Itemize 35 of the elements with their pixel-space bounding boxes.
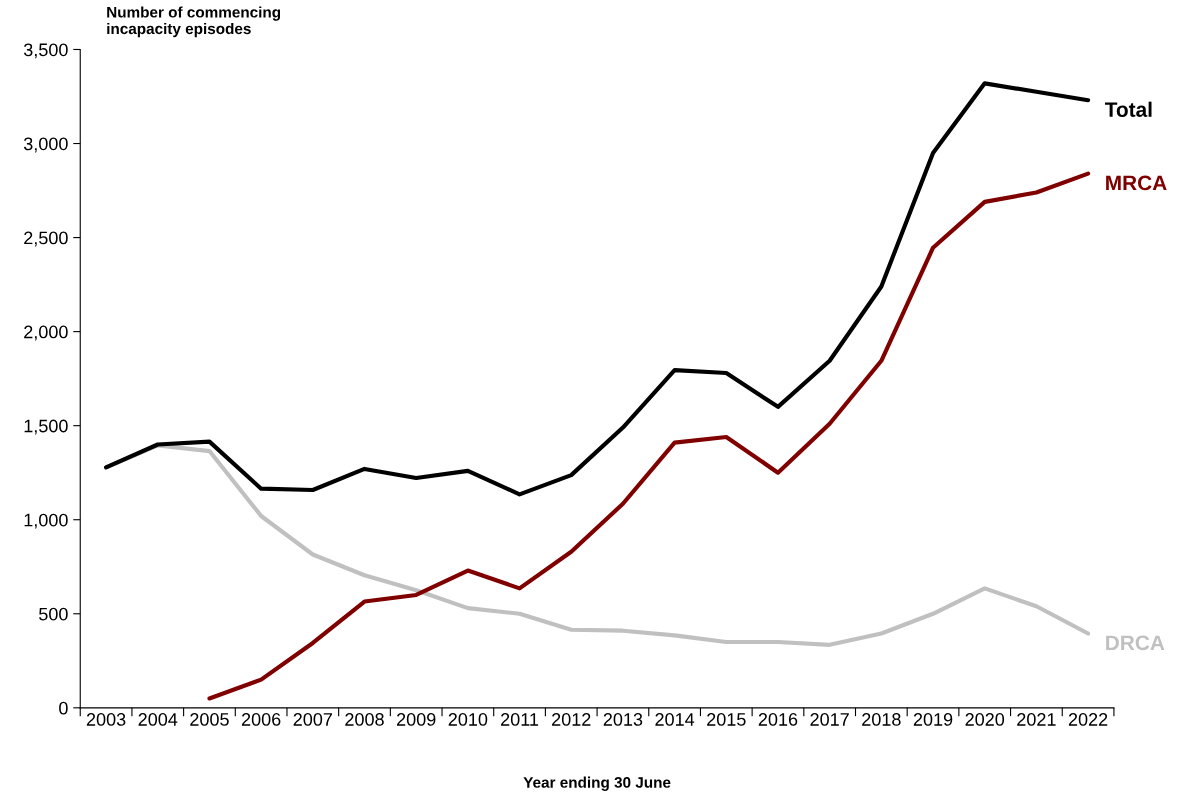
x-tick-label: 2016	[758, 713, 798, 726]
y-tick-label: 500	[39, 607, 68, 621]
y-tick-label: 0	[59, 701, 68, 715]
y-tick-label: 3,000	[23, 137, 68, 153]
line-series	[103, 81, 1091, 497]
x-tick-label: 2011	[501, 713, 539, 726]
x-tick-label: 2019	[913, 713, 953, 726]
y-tick-label: 1,500	[24, 419, 68, 435]
series-label: Total	[1104, 101, 1152, 117]
x-tick-label: 2007	[293, 713, 332, 726]
x-tick-label: 2021	[1017, 713, 1056, 726]
x-tick-label: 2022	[1068, 713, 1108, 726]
y-axis-title: Number of commencing incapacity episodes	[107, 6, 281, 38]
y-tick-label: 2,000	[24, 325, 68, 341]
x-tick-label: 2006	[241, 713, 281, 726]
series-label: DRCA	[1106, 635, 1165, 651]
x-tick-label: 2004	[138, 713, 178, 726]
x-tick-label: 2003	[86, 713, 126, 726]
x-tick-label: 2010	[448, 713, 488, 726]
x-tick-label: 2014	[655, 713, 695, 726]
x-axis-title: Year ending 30 June	[523, 776, 671, 791]
y-tick-label: 2,500	[24, 231, 68, 247]
x-tick-label: 2017	[810, 713, 849, 726]
x-tick-label: 2009	[397, 713, 436, 726]
y-tick-label: 1,000	[24, 513, 68, 529]
line-series	[207, 171, 1091, 701]
x-tick-label: 2012	[552, 713, 591, 726]
x-tick-label: 2020	[965, 713, 1005, 726]
x-tick-label: 2018	[862, 713, 901, 726]
y-tick-label: 3,500	[23, 43, 68, 59]
x-tick-label: 2008	[345, 713, 384, 726]
x-tick-label: 2013	[603, 713, 643, 726]
x-tick-label: 2015	[707, 713, 746, 726]
series-label: MRCA	[1106, 175, 1167, 191]
x-tick-label: 2005	[190, 713, 229, 726]
